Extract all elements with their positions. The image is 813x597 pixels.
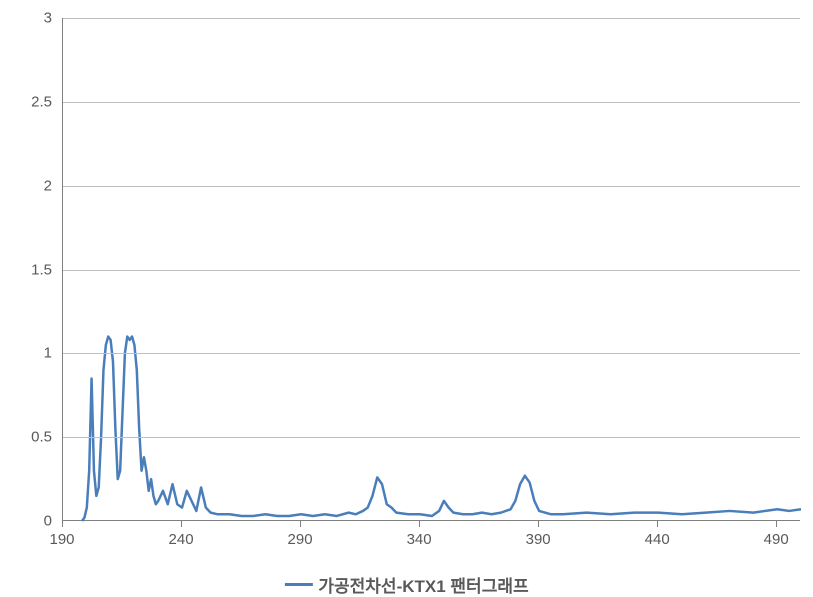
x-axis-label: 440 [645, 531, 670, 548]
y-axis-label: 1 [0, 345, 52, 362]
x-tick [181, 521, 182, 527]
gridline-y [63, 437, 800, 438]
plot-area [62, 18, 800, 521]
legend-swatch [284, 583, 312, 586]
x-tick [776, 521, 777, 527]
gridline-y [63, 353, 800, 354]
x-axis-label: 490 [764, 531, 789, 548]
x-tick [62, 521, 63, 527]
x-axis-label: 190 [49, 531, 74, 548]
x-axis-label: 340 [407, 531, 432, 548]
y-axis-label: 0.5 [0, 429, 52, 446]
x-axis-label: 240 [169, 531, 194, 548]
x-axis-label: 390 [526, 531, 551, 548]
y-axis-label: 1.5 [0, 261, 52, 278]
gridline-y [63, 18, 800, 19]
x-tick [538, 521, 539, 527]
x-axis-label: 290 [288, 531, 313, 548]
line-series [82, 337, 801, 521]
legend: 가공전차선-KTX1 팬터그래프 [284, 572, 528, 597]
gridline-y [63, 186, 800, 187]
gridline-y [63, 270, 800, 271]
y-axis-label: 3 [0, 10, 52, 27]
chart-container: 가공전차선-KTX1 팬터그래프 0 0.5 1 1.5 2 2.5 3 190 240 290 3… [0, 0, 813, 597]
y-axis-label: 2 [0, 177, 52, 194]
x-tick [657, 521, 658, 527]
gridline-y [63, 102, 800, 103]
x-tick [300, 521, 301, 527]
y-axis-label: 0 [0, 513, 52, 530]
legend-label: 가공전차선-KTX1 팬터그래프 [318, 572, 528, 597]
x-tick [419, 521, 420, 527]
y-axis-label: 2.5 [0, 93, 52, 110]
